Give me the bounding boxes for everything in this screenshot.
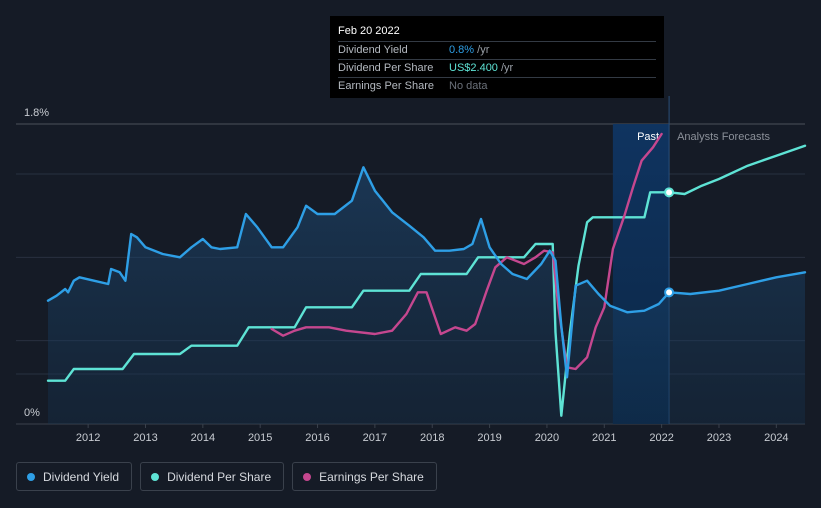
x-tick-label: 2024 [764,432,788,444]
legend-dividend-yield[interactable]: Dividend Yield [16,462,133,491]
dps-marker [664,187,675,198]
legend-dividend-per-share[interactable]: Dividend Per Share [140,462,285,491]
tooltip-row-eps: Earnings Per Share No data [338,77,656,95]
x-tick-label: 2021 [592,432,616,444]
x-tick-label: 2016 [305,432,329,444]
tooltip-value-dps: US$2.400 [449,62,498,74]
x-tick-label: 2023 [707,432,731,444]
legend-label-eps: Earnings Per Share [319,469,424,484]
tooltip-label-dps: Dividend Per Share [338,62,434,74]
y-tick-label-top: 1.8% [24,107,49,119]
chart-legend: Dividend Yield Dividend Per Share Earnin… [16,462,437,493]
x-tick-label: 2022 [649,432,673,444]
tooltip-label-eps: Earnings Per Share [338,80,434,92]
x-tick-label: 2012 [76,432,100,444]
tooltip-row-dps: Dividend Per Share US$2.400 /yr [338,59,656,77]
tooltip-date: Feb 20 2022 [338,25,400,37]
x-tick-label: 2019 [477,432,501,444]
tooltip-label-yield: Dividend Yield [338,44,408,56]
tooltip-value-yield: 0.8% [449,44,475,56]
legend-label-yield: Dividend Yield [43,469,120,484]
y-tick-label-bottom: 0% [24,407,40,419]
dividend-chart: Past Analysts Forecasts 1.8% 0% 2012 2013 201… [16,96,807,444]
legend-earnings-per-share[interactable]: Earnings Per Share [292,462,437,491]
axes: 1.8% 0% 2012 2013 2014 2015 2016 2017 2018 2019 20… [24,107,789,444]
legend-label-dps: Dividend Per Share [167,469,272,484]
tooltip-value-eps: No data [449,80,488,92]
tooltip-unit-dps: /yr [497,62,514,74]
legend-dot-eps-icon [303,472,312,481]
x-tick-label: 2017 [363,432,387,444]
x-tick-label: 2018 [420,432,444,444]
series-lines [46,132,807,425]
tooltip-row-yield: Dividend Yield 0.8% /yr [338,41,656,59]
yield-marker [664,287,675,298]
x-tick-label: 2014 [191,432,215,444]
dividend-yield-line [46,166,807,379]
x-tick-label: 2013 [133,432,157,444]
hover-tooltip: Feb 20 2022 Dividend Yield 0.8% /yr Divi… [330,16,664,98]
legend-dot-yield-icon [27,472,35,481]
forecast-label: Analysts Forecasts [677,131,770,143]
x-tick-label: 2015 [248,432,272,444]
x-tick-label: 2020 [535,432,559,444]
tooltip-unit-yield: /yr [474,44,490,56]
past-label: Past [637,131,659,143]
legend-dot-dps-icon [151,472,160,481]
